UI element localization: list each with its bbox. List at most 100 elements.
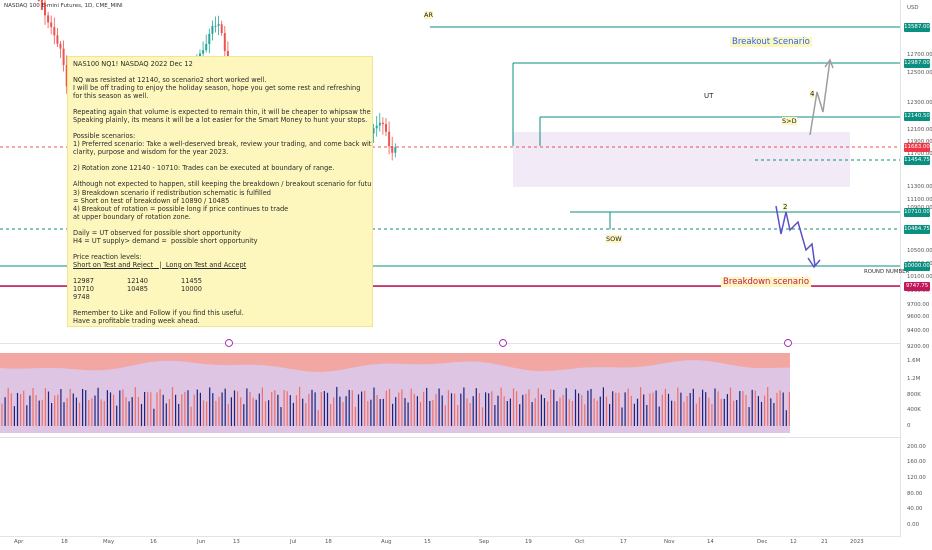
level-value: 12140 <box>127 276 148 285</box>
breakdown-arrow-head <box>807 257 821 269</box>
candle-body[interactable] <box>56 35 59 44</box>
candle-body[interactable] <box>214 25 217 27</box>
volume-tick-label: 400K <box>907 407 921 413</box>
price-tick-label: 9700.00 <box>907 302 930 308</box>
time-tick-label: Jul <box>290 539 297 545</box>
candle-body[interactable] <box>394 147 397 153</box>
level-value: 12987 <box>73 276 94 285</box>
event-marker-icon[interactable] <box>499 339 507 347</box>
time-tick-label: 14 <box>707 539 714 545</box>
volume-tick-label: 800K <box>907 392 921 398</box>
candle-body[interactable] <box>65 64 68 87</box>
level-value: 11455 <box>181 276 202 285</box>
time-tick-label: Jun <box>197 539 206 545</box>
scenario-2-label: 2 <box>783 203 788 211</box>
candle-body[interactable] <box>50 22 53 28</box>
levels-row: 12987 12140 11455 <box>73 277 367 285</box>
note-line: H4 = UT supply> demand = possible short … <box>73 236 258 245</box>
level-value: 10710 <box>73 284 94 293</box>
time-tick-label: 19 <box>525 539 532 545</box>
time-tick-label: 2023 <box>850 539 864 545</box>
lower-tick-label: 40.00 <box>907 506 923 512</box>
candle-body[interactable] <box>37 0 40 2</box>
time-tick-label: 17 <box>620 539 627 545</box>
level-value <box>181 293 235 301</box>
note-line: Remember to Like and Follow if you find … <box>73 309 244 318</box>
candle-body[interactable] <box>223 33 226 52</box>
volume-tick-label: 1.6M <box>907 358 921 364</box>
candle-body[interactable] <box>47 15 50 23</box>
price-tick-label: 12500.00 <box>907 70 932 76</box>
breakdown-arrow <box>775 205 816 267</box>
rotation-zone <box>513 132 850 187</box>
note-line: I will be off trading to enjoy the holid… <box>73 84 361 93</box>
time-tick-label: 16 <box>150 539 157 545</box>
note-line: 3) Breakdown scenario if redistribution … <box>73 188 271 197</box>
candle-body[interactable] <box>59 43 62 49</box>
price-tick-label: 10100.00 <box>907 274 932 280</box>
idea-note: NAS100 NQ1! NASDAQ 2022 Dec 12 NQ was re… <box>67 56 373 327</box>
candle-body[interactable] <box>220 24 223 34</box>
price-tick-label: 11100.00 <box>907 197 932 203</box>
candle-body[interactable] <box>44 2 46 16</box>
candle-body[interactable] <box>378 122 381 126</box>
candle-body[interactable] <box>381 122 384 125</box>
time-tick-label: 21 <box>821 539 828 545</box>
ar-label: AR <box>424 11 433 19</box>
note-line: Although not expected to happen, still k… <box>73 180 372 189</box>
symbol-header[interactable]: NASDAQ 100 E-mini Futures, 1D, CME_MINI <box>4 3 123 9</box>
event-marker-icon[interactable] <box>225 339 233 347</box>
time-tick-label: Apr <box>14 539 24 545</box>
price-tick-label: 9400.00 <box>907 328 930 334</box>
sow-label: SOW <box>606 235 622 243</box>
candle-body[interactable] <box>375 125 378 129</box>
round-number-label: ROUND NUMBER <box>864 269 910 275</box>
price-tag: 9747.75 <box>904 281 930 291</box>
levels-title: Price reaction levels: <box>73 252 142 261</box>
note-line: = Short on test of breakdown of 10890 / … <box>73 196 230 205</box>
breakout-label: Breakout Scenario <box>730 37 812 47</box>
ut-label: UT <box>704 92 714 100</box>
candle-body[interactable] <box>211 26 214 34</box>
price-tick-label: 12100.00 <box>907 127 932 133</box>
candle-body[interactable] <box>208 33 211 44</box>
candle-body[interactable] <box>205 43 208 51</box>
price-tick-label: 12300.00 <box>907 100 932 106</box>
price-tag: 10710.00 <box>904 207 930 217</box>
price-tag: 10484.75 <box>904 224 930 234</box>
time-tick-label: 13 <box>233 539 240 545</box>
candle-body[interactable] <box>53 27 56 36</box>
price-tag: 13587.00 <box>904 22 930 32</box>
candle-body[interactable] <box>385 124 387 132</box>
price-tick-label: 9900.00 <box>907 288 930 294</box>
candle-body[interactable] <box>217 24 220 26</box>
scenario-4-label: 4 <box>810 90 815 98</box>
time-tick-label: Aug <box>381 539 392 545</box>
level-value: 10485 <box>127 284 148 293</box>
candle-body[interactable] <box>391 146 394 153</box>
time-tick-label: Sep <box>479 539 490 545</box>
lower-tick-label: 200.00 <box>907 444 926 450</box>
price-tick-label: 11300.00 <box>907 184 932 190</box>
price-tag: 12140.50 <box>904 112 930 122</box>
event-marker-icon[interactable] <box>784 339 792 347</box>
candle-body[interactable] <box>202 50 205 54</box>
time-tick-label: 15 <box>424 539 431 545</box>
candle-body[interactable] <box>372 128 375 134</box>
candle-body[interactable] <box>388 131 391 147</box>
candle-body[interactable] <box>40 0 43 10</box>
lower-tick-label: 120.00 <box>907 475 926 481</box>
scenario-arrows <box>775 58 834 269</box>
note-line: clarity, purpose and wisdom for the year… <box>73 148 229 157</box>
price-tick-label: 10500.00 <box>907 248 932 254</box>
price-tick-label: 12700.00 <box>907 52 932 58</box>
note-line: NQ was resisted at 12140, so scenario2 s… <box>73 76 267 85</box>
note-line: Possible scenarios: <box>73 132 136 141</box>
time-tick-label: Nov <box>664 539 675 545</box>
note-line: Daily = UT observed for possible short o… <box>73 228 241 237</box>
note-title: NAS100 NQ1! NASDAQ 2022 Dec 12 <box>73 60 193 68</box>
candle-body[interactable] <box>62 48 65 65</box>
volume-tick-label: 0 <box>907 423 911 429</box>
dividend-markers <box>225 339 792 347</box>
price-tag: 11454.75 <box>904 155 930 165</box>
